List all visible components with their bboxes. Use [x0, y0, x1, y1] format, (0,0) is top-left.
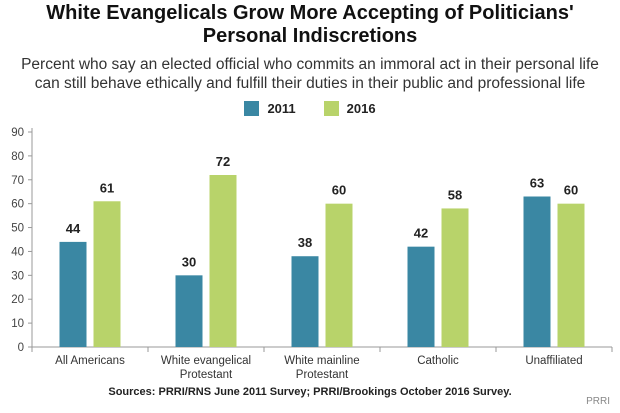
- data-label-2011: 30: [182, 254, 196, 269]
- y-tick-label: 90: [11, 127, 24, 139]
- y-tick-label: 60: [11, 199, 24, 211]
- bar-2011: [523, 196, 551, 347]
- x-tick-label: White evangelical: [161, 355, 251, 367]
- chart-title-line-2: Personal Indiscretions: [202, 25, 418, 47]
- data-label-2016: 60: [564, 183, 578, 198]
- legend-swatch-2011: [244, 101, 260, 116]
- data-label-2011: 38: [298, 235, 312, 250]
- sources-note: Sources: PRRI/RNS June 2011 Survey; PRRI…: [108, 386, 512, 398]
- legend-item-2011: 2011: [244, 101, 296, 116]
- x-tick-label: Protestant: [296, 369, 349, 381]
- y-tick-label: 50: [11, 223, 24, 235]
- y-tick-label: 30: [11, 270, 24, 282]
- chart-subtitle-line-2: can still behave ethically and fulfill t…: [34, 75, 586, 92]
- data-label-2016: 58: [448, 187, 462, 202]
- bar-2016: [209, 175, 237, 347]
- bar-2016: [441, 208, 469, 347]
- y-tick-label: 40: [11, 246, 24, 258]
- bar-2011: [407, 246, 435, 347]
- data-label-2011: 63: [530, 176, 544, 191]
- x-tick-label: All Americans: [55, 355, 125, 367]
- bar-2016: [93, 201, 121, 347]
- x-tick-label: Catholic: [417, 355, 459, 367]
- data-label-2016: 61: [100, 180, 114, 195]
- data-label-2016: 72: [216, 154, 230, 169]
- chart-subtitle: Percent who say an elected official who …: [0, 55, 620, 93]
- chart-subtitle-line-1: Percent who say an elected official who …: [21, 56, 599, 73]
- y-tick-label: 10: [11, 318, 24, 330]
- bar-2011: [291, 256, 319, 347]
- bar-2011: [59, 241, 87, 347]
- legend-label-2016: 2016: [346, 101, 376, 116]
- bar-2016: [325, 203, 353, 347]
- chart-title: White Evangelicals Grow More Accepting o…: [0, 2, 620, 48]
- legend-swatch-2016: [323, 101, 339, 116]
- bar-2016: [557, 203, 585, 347]
- x-tick-label: Protestant: [180, 369, 233, 381]
- data-label-2011: 42: [414, 226, 428, 241]
- brand-mark: PRRI: [586, 396, 610, 407]
- y-tick-label: 0: [18, 342, 24, 354]
- bar-2011: [175, 275, 203, 347]
- chart-title-line-1: White Evangelicals Grow More Accepting o…: [46, 2, 574, 24]
- data-label-2011: 44: [66, 221, 81, 236]
- legend-item-2016: 2016: [323, 101, 376, 116]
- data-label-2016: 60: [332, 183, 346, 198]
- x-tick-label: Unaffiliated: [525, 355, 582, 367]
- chart-legend: 2011 2016: [0, 101, 620, 116]
- legend-label-2011: 2011: [267, 101, 296, 116]
- y-tick-label: 20: [11, 294, 24, 306]
- y-tick-label: 80: [11, 151, 24, 163]
- y-tick-label: 70: [11, 175, 24, 187]
- x-tick-label: White mainline: [284, 355, 359, 367]
